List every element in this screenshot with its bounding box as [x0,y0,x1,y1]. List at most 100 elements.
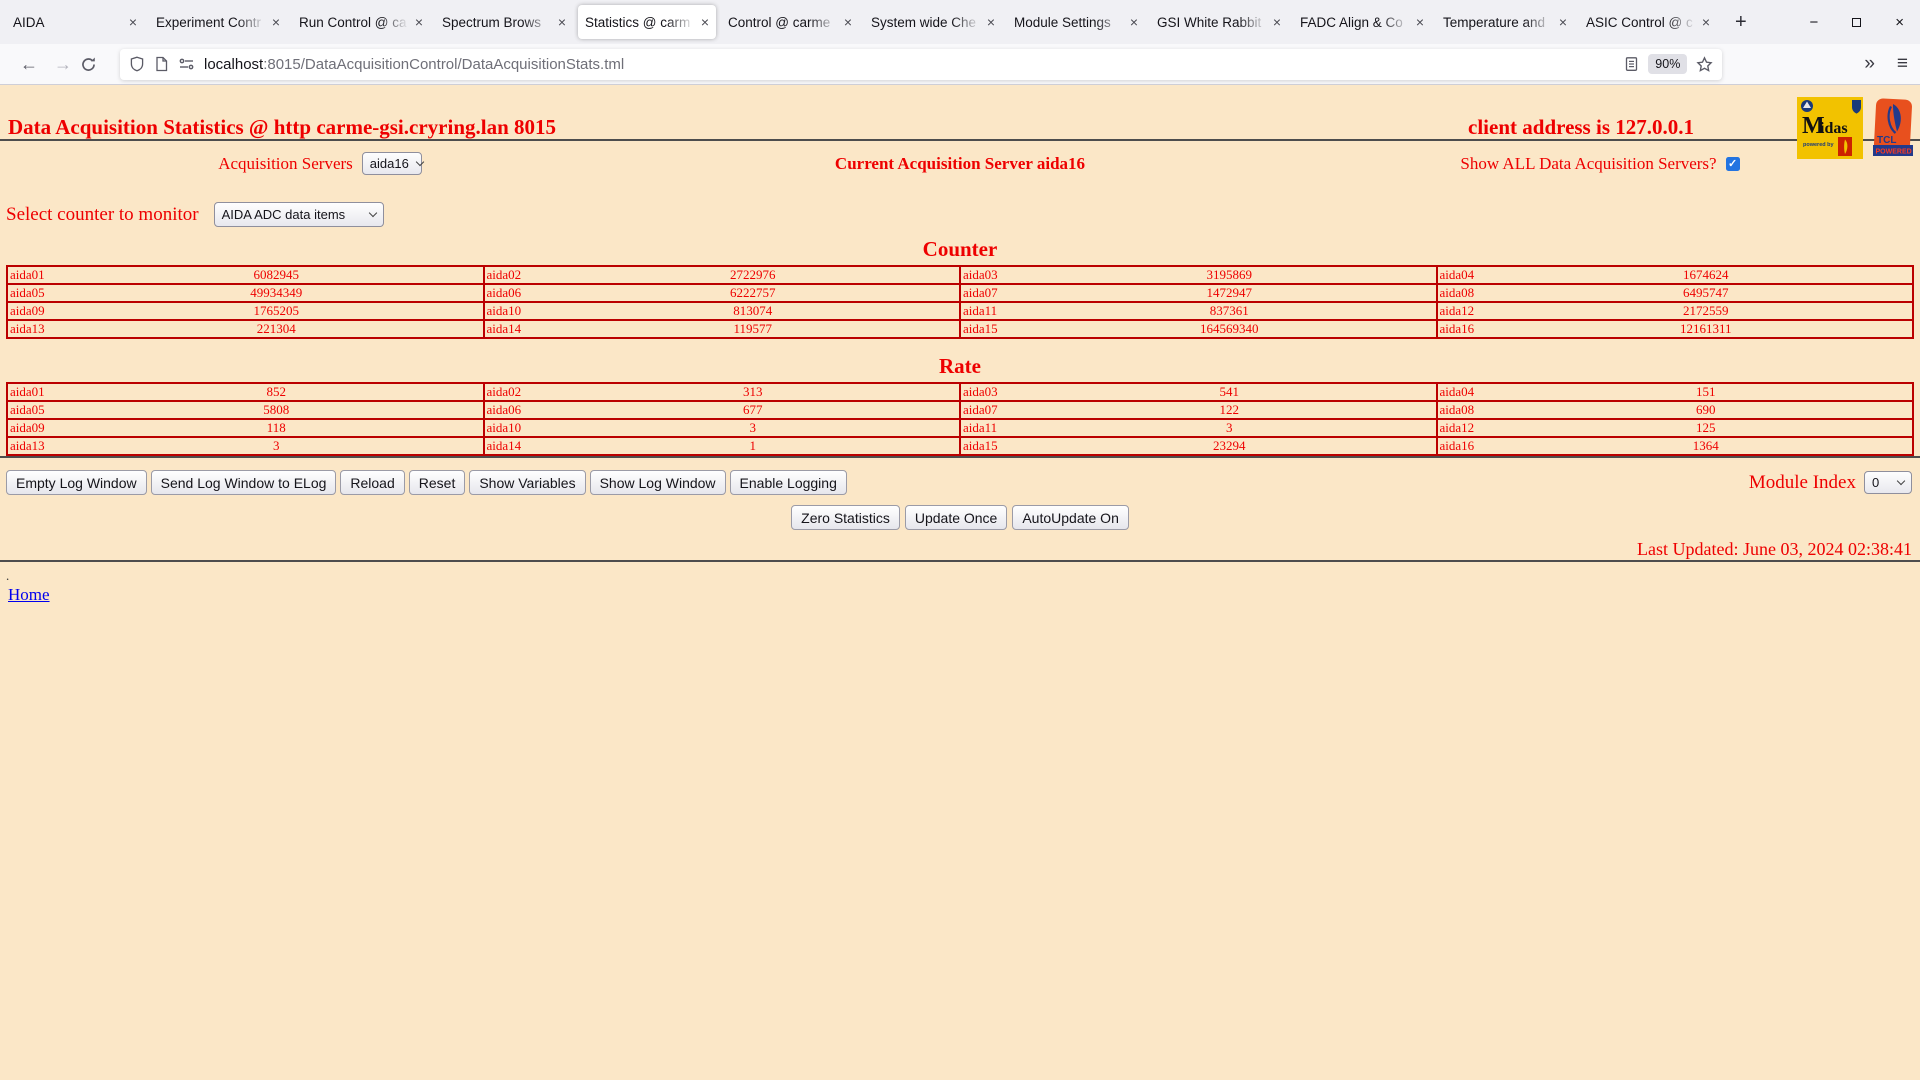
browser-tab[interactable]: Statistics @ carm × [578,5,716,39]
browser-tab[interactable]: System wide Che × [864,5,1002,39]
send-log-window-to-elog-button[interactable]: Send Log Window to ELog [150,470,337,495]
stat-value: 49934349 [250,285,303,300]
stat-pair: aida07 122 [959,402,1436,418]
tab-close-icon[interactable]: × [1558,14,1567,30]
stat-value: 23294 [1213,438,1246,453]
tab-close-icon[interactable]: × [1415,14,1424,30]
acquisition-server-row: Acquisition Servers aida16 Current Acqui… [0,152,1920,175]
tab-title: Run Control @ ca [299,14,407,30]
tab-close-icon[interactable]: × [700,14,709,30]
url-path: :8015/DataAcquisitionControl/DataAcquisi… [263,55,625,73]
stat-name: aida15 [963,438,998,453]
show-variables-button[interactable]: Show Variables [469,470,586,495]
home-link[interactable]: Home [8,585,50,604]
shield-icon[interactable] [129,56,145,72]
browser-tab[interactable]: Control @ carme × [721,5,859,39]
stat-value: 837361 [1209,303,1249,318]
enable-logging-button[interactable]: Enable Logging [729,470,847,495]
stat-pair: aida12 125 [1435,420,1913,436]
svg-text:M: M [1802,113,1825,139]
empty-log-window-button[interactable]: Empty Log Window [6,470,147,495]
browser-navbar: ← → localhost:8015/DataAcquisitionContro… [0,44,1920,85]
stat-row: aida09 1765205 aida10 813074 aida11 837361 aid… [6,301,1914,321]
reader-mode-icon[interactable] [1624,56,1639,72]
stat-name: aida11 [963,420,998,435]
browser-tab[interactable]: FADC Align & Co × [1293,5,1431,39]
browser-tab-bar: AIDA × Experiment Contr × Run Control @ ca × S… [0,0,1920,44]
current-server-cell: Current Acquisition Server aida16 [640,152,1280,175]
tab-close-icon[interactable]: × [843,14,852,30]
bookmark-star-icon[interactable] [1696,55,1713,73]
back-icon[interactable]: ← [20,53,38,74]
stat-value: 151 [1696,384,1716,399]
tab-title: AIDA [13,14,45,30]
window-maximize-icon[interactable] [1852,17,1862,27]
tab-close-icon[interactable]: × [557,14,566,30]
update-once-button[interactable]: Update Once [904,505,1008,530]
tab-title: Temperature and [1443,14,1546,30]
stat-row: aida05 49934349 aida06 6222757 aida07 1472947… [6,283,1914,303]
url-bar[interactable]: localhost:8015/DataAcquisitionControl/Da… [120,48,1723,80]
autoupdate-on-button[interactable]: AutoUpdate On [1012,505,1129,530]
show-all-checkbox[interactable]: ✓ [1725,156,1740,171]
show-all-cell: Show ALL Data Acquisition Servers? ✓ [1280,152,1920,175]
reload-icon[interactable] [80,56,114,73]
counter-monitor-selected-value: AIDA ADC data items [221,207,346,222]
show-log-window-button[interactable]: Show Log Window [589,470,726,495]
stat-pair: aida04 151 [1435,384,1913,400]
module-index-group: Module Index 0 [1749,471,1912,494]
stat-name: aida08 [1439,285,1475,300]
zero-statistics-button[interactable]: Zero Statistics [791,505,900,530]
stat-name: aida03 [963,267,998,282]
tab-close-icon[interactable]: × [414,14,423,30]
reset-button[interactable]: Reset [408,470,466,495]
browser-tab[interactable]: ASIC Control @ c × [1579,5,1717,39]
stat-value: 5808 [263,402,290,417]
stat-pair: aida03 3195869 [959,267,1436,283]
rate-heading: Rate [939,354,981,378]
stat-pair: aida05 5808 [8,402,483,418]
browser-tab[interactable]: Run Control @ ca × [292,5,430,39]
tab-close-icon[interactable]: × [1272,14,1281,30]
stat-pair: aida09 118 [8,420,483,436]
stat-value: 164569340 [1200,321,1259,336]
browser-tab[interactable]: GSI White Rabbit × [1150,5,1288,39]
tab-title: Statistics @ carm [585,14,691,30]
menu-icon[interactable]: ≡ [1896,53,1908,74]
browser-tab[interactable]: Experiment Contr × [149,5,287,39]
stat-name: aida02 [486,384,522,399]
browser-tab[interactable]: Temperature and × [1436,5,1574,39]
browser-tab[interactable]: Module Settings × [1007,5,1145,39]
stat-row: aida05 5808 aida06 677 aida07 122 aida08 690 [6,400,1914,420]
stat-name: aida13 [10,438,45,453]
counter-monitor-select[interactable]: AIDA ADC data items [213,202,384,227]
page-info-icon[interactable] [154,56,169,72]
new-tab-button[interactable]: + [1735,10,1747,33]
stat-name: aida05 [10,402,45,417]
toolbar-overflow-icon[interactable]: » [1864,53,1875,74]
connection-settings-icon[interactable] [178,56,195,72]
forward-icon[interactable]: → [54,53,72,74]
stat-value: 677 [743,402,763,417]
acquisition-server-select[interactable]: aida16 [361,152,425,175]
window-close-icon[interactable]: × [1895,13,1904,31]
tab-close-icon[interactable]: × [128,14,137,30]
page-header: Data Acquisition Statistics @ http carme… [0,85,1920,139]
module-index-label: Module Index [1748,471,1856,493]
tab-close-icon[interactable]: × [1701,14,1710,30]
module-index-select[interactable]: 0 [1864,471,1912,494]
tab-close-icon[interactable]: × [1129,14,1138,30]
stat-row: aida09 118 aida10 3 aida11 3 aida12 125 [6,418,1914,438]
reload-button[interactable]: Reload [340,470,405,495]
window-minimize-icon[interactable]: − [1809,13,1819,31]
stat-pair: aida06 677 [482,402,960,418]
browser-tab[interactable]: AIDA × [6,5,144,39]
tab-close-icon[interactable]: × [271,14,280,30]
stat-value: 3 [273,438,280,453]
svg-text:powered by: powered by [1803,142,1835,148]
zoom-level-indicator[interactable]: 90% [1648,54,1688,74]
footer-dot: . [6,568,10,583]
stat-name: aida09 [10,420,45,435]
tab-close-icon[interactable]: × [986,14,995,30]
browser-tab[interactable]: Spectrum Brows × [435,5,573,39]
